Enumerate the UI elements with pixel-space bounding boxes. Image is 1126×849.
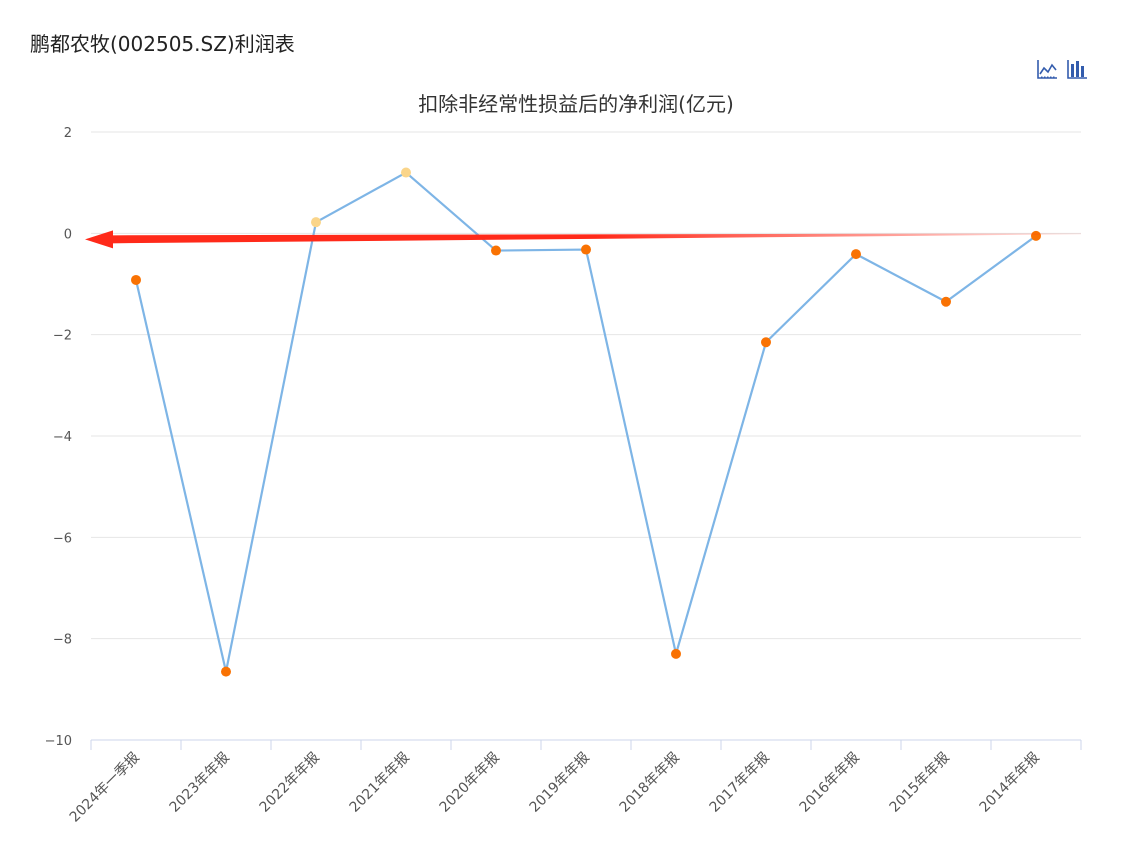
annotation-arrow-shaft (111, 233, 1081, 244)
y-tick-label: −6 (53, 531, 72, 546)
y-tick-label: −8 (53, 633, 72, 648)
y-tick-label: 2 (64, 126, 72, 141)
x-tick-label: 2017年年报 (707, 750, 773, 816)
data-point (311, 217, 321, 228)
data-point (941, 296, 951, 307)
x-tick-label: 2019年年报 (527, 750, 593, 816)
x-tick-label: 2016年年报 (797, 750, 863, 816)
y-tick-label: −2 (53, 329, 72, 344)
grid-lines (91, 131, 1081, 640)
chart-toolbar (1036, 58, 1088, 82)
y-tick-label: 0 (64, 227, 72, 242)
x-tick-label: 2014年年报 (977, 750, 1043, 816)
data-point (491, 245, 501, 256)
x-tick-label: 2021年年报 (347, 750, 413, 816)
x-tick-label: 2024年一季报 (67, 750, 143, 826)
x-tick-label: 2020年年报 (437, 750, 503, 816)
x-tick-label: 2022年年报 (257, 750, 323, 816)
page-title: 鹏都农牧(002505.SZ)利润表 (30, 32, 295, 56)
data-point (401, 167, 411, 178)
chart-title: 扣除非经常性损益后的净利润(亿元) (418, 92, 734, 116)
data-point (761, 337, 771, 348)
x-tick-label: 2023年年报 (167, 750, 233, 816)
x-tick-label: 2018年年报 (617, 750, 683, 816)
line-chart-icon[interactable] (1036, 58, 1058, 80)
data-point (221, 666, 231, 677)
data-point (1031, 230, 1041, 241)
data-point (671, 648, 681, 659)
y-tick-label: −4 (53, 430, 72, 445)
bar-chart-icon[interactable] (1066, 58, 1088, 80)
data-point (131, 274, 141, 285)
y-tick-label: −10 (45, 734, 72, 749)
annotation-arrow-head (85, 230, 113, 249)
annotation-layer (85, 230, 1081, 249)
data-point (581, 244, 591, 255)
data-point (851, 249, 861, 260)
x-tick-label: 2015年年报 (887, 750, 953, 816)
series-layer (131, 167, 1041, 677)
